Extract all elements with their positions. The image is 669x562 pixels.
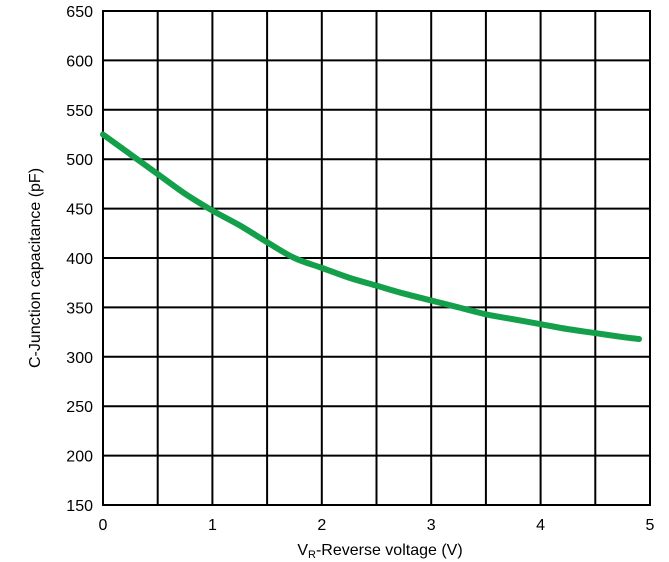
y-tick-label: 400	[66, 251, 93, 268]
x-axis-label: VR-Reverse voltage (V)	[297, 542, 462, 561]
x-tick-label: 2	[317, 517, 326, 534]
capacitance-curve	[100, 131, 643, 343]
y-tick-label: 600	[66, 53, 93, 70]
x-tick-label: 5	[646, 517, 655, 534]
y-tick-label: 250	[66, 399, 93, 416]
x-tick-label: 0	[99, 517, 108, 534]
y-tick-label: 450	[66, 202, 93, 219]
plot-frame	[102, 10, 651, 506]
x-tick-label: 4	[536, 517, 545, 534]
y-tick-labels: 150 200 250 300 350 400 450 500 550 600 650	[66, 4, 93, 515]
y-tick-label: 350	[66, 300, 93, 317]
y-axis-label: C-Junction capacitance (pF)	[27, 168, 44, 368]
y-tick-label: 200	[66, 449, 93, 466]
y-tick-label: 650	[66, 4, 93, 21]
grid-lines	[102, 10, 651, 506]
y-tick-label: 500	[66, 152, 93, 169]
x-tick-labels: 0 1 2 3 4 5	[99, 517, 655, 534]
y-tick-label: 300	[66, 350, 93, 367]
x-axis-label-main: V	[297, 542, 308, 559]
x-axis-label-rest: -Reverse voltage (V)	[316, 542, 463, 559]
x-axis-label-subscript: R	[308, 549, 316, 561]
y-tick-label: 550	[66, 103, 93, 120]
y-tick-label: 150	[66, 498, 93, 515]
x-tick-label: 1	[208, 517, 217, 534]
x-tick-label: 3	[427, 517, 436, 534]
